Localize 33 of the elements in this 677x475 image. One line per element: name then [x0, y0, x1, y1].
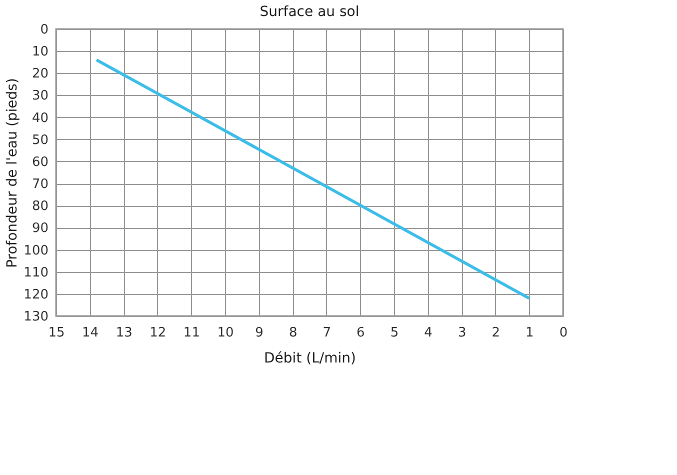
y-tick-label: 100 — [24, 243, 48, 258]
x-tick-label: 10 — [217, 326, 234, 340]
x-tick-label: 11 — [183, 326, 200, 340]
chart-title: Surface au sol — [260, 4, 360, 20]
x-tick-label: 3 — [458, 326, 466, 340]
y-tick-label: 120 — [24, 287, 48, 302]
x-axis-title: Débit (L/min) — [264, 350, 356, 366]
y-tick-label: 20 — [32, 66, 48, 82]
x-tick-label: 4 — [424, 326, 432, 340]
y-tick-label: 80 — [32, 199, 48, 214]
y-tick-label: 30 — [32, 88, 48, 104]
y-tick-label: 10 — [32, 44, 48, 60]
y-tick-label: 0 — [40, 22, 48, 38]
y-tick-label: 130 — [24, 310, 48, 324]
x-tick-label: 15 — [48, 326, 65, 340]
x-tick-label: 14 — [82, 326, 99, 340]
y-tick-label: 60 — [32, 154, 48, 170]
x-tick-label: 2 — [492, 326, 500, 340]
y-tick-label: 40 — [32, 110, 48, 126]
x-tick-label: 0 — [559, 326, 568, 340]
x-tick-label: 12 — [150, 326, 166, 340]
y-axis-title: Profondeur de l'eau (pieds) — [4, 78, 21, 268]
x-tick-label: 7 — [322, 326, 332, 340]
y-tick-label: 90 — [32, 221, 48, 236]
x-tick-label: 6 — [356, 326, 365, 340]
y-tick-label: 70 — [32, 177, 48, 192]
x-tick-label: 13 — [116, 326, 132, 340]
x-tick-label: 9 — [255, 326, 264, 340]
y-tick-label: 110 — [24, 265, 48, 280]
x-tick-label: 8 — [288, 326, 298, 340]
x-tick-label: 1 — [526, 326, 534, 340]
x-tick-label: 5 — [390, 326, 399, 340]
y-tick-label: 50 — [32, 132, 48, 148]
